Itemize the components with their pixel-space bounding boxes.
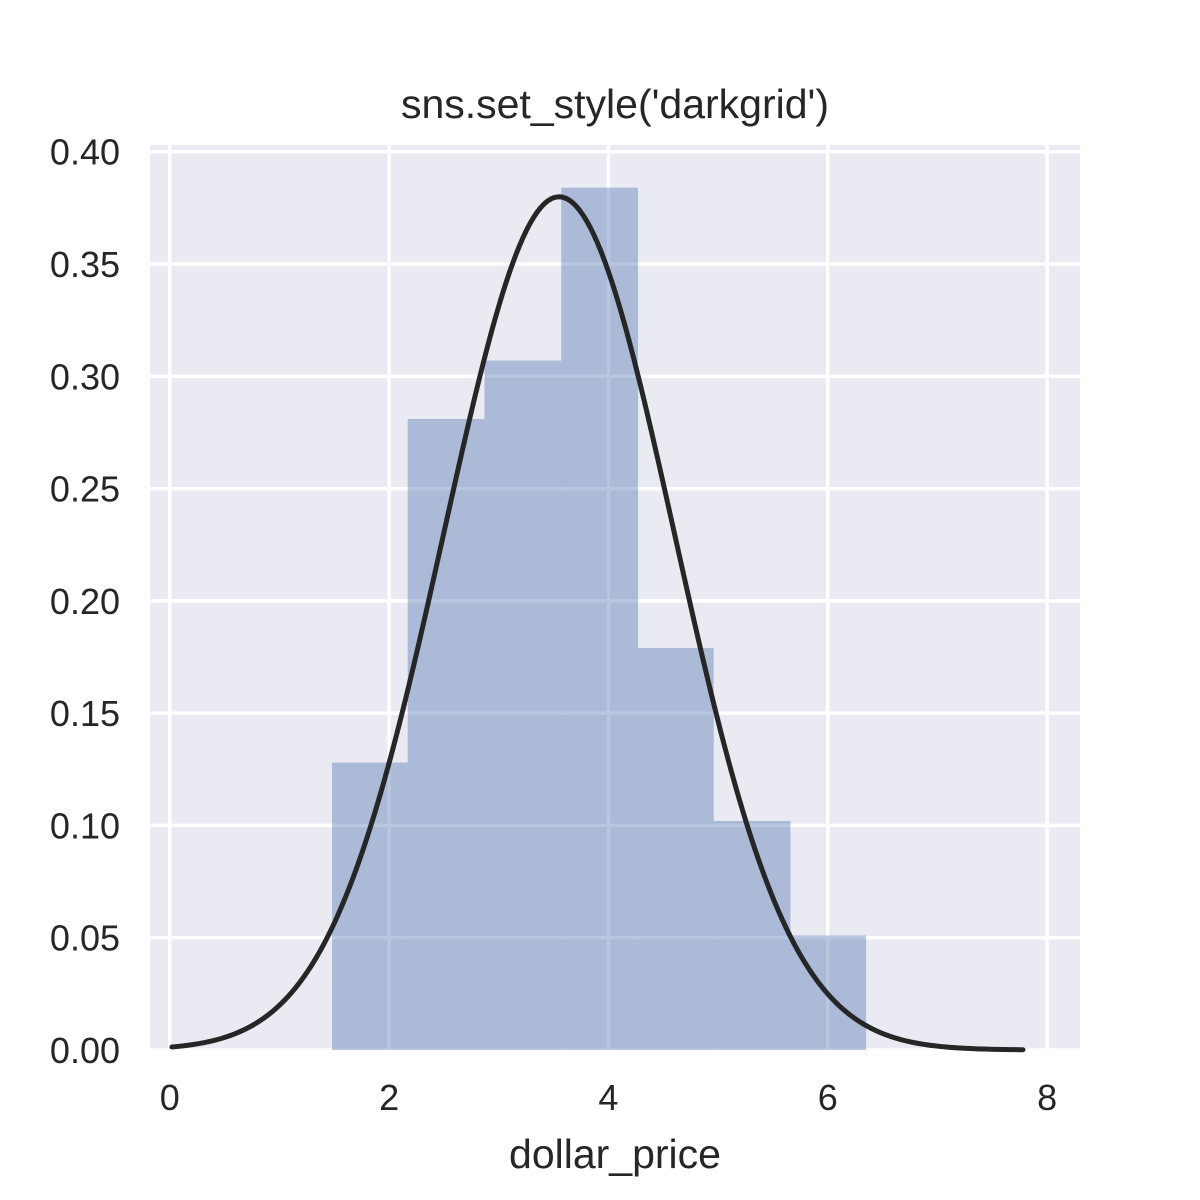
x-tick-label: 2: [379, 1077, 399, 1118]
histogram-bar: [713, 820, 791, 1050]
chart-title: sns.set_style('darkgrid'): [401, 81, 829, 127]
y-tick-label: 0.05: [50, 918, 120, 959]
y-tick-label: 0.35: [50, 244, 120, 285]
x-tick-label: 8: [1037, 1077, 1057, 1118]
histogram-bar: [638, 648, 714, 1050]
histogram-bar: [332, 762, 408, 1050]
x-axis-label: dollar_price: [509, 1131, 721, 1177]
y-tick-label: 0.10: [50, 805, 120, 846]
y-tick-label: 0.30: [50, 356, 120, 397]
x-tick-label: 4: [598, 1077, 618, 1118]
density-curve: [169, 194, 1026, 1053]
histogram-bar: [484, 360, 562, 1050]
histogram-bar: [561, 187, 639, 1051]
histogram-bars: [332, 187, 867, 1051]
y-tick-label: 0.40: [50, 132, 120, 173]
grid-lines: [150, 145, 1080, 1052]
y-tick-label: 0.20: [50, 581, 120, 622]
y-axis-tick-labels: 0.00 0.05 0.10 0.15 0.20 0.25 0.30 0.35 0.40: [50, 132, 120, 1071]
x-axis-tick-labels: 0 2 4 6 8: [160, 1077, 1057, 1118]
y-tick-label: 0.15: [50, 693, 120, 734]
x-tick-label: 6: [818, 1077, 838, 1118]
y-tick-label: 0.00: [50, 1030, 120, 1071]
density-curve-group: [169, 194, 1026, 1053]
y-tick-label: 0.25: [50, 469, 120, 510]
x-tick-label: 0: [160, 1077, 180, 1118]
